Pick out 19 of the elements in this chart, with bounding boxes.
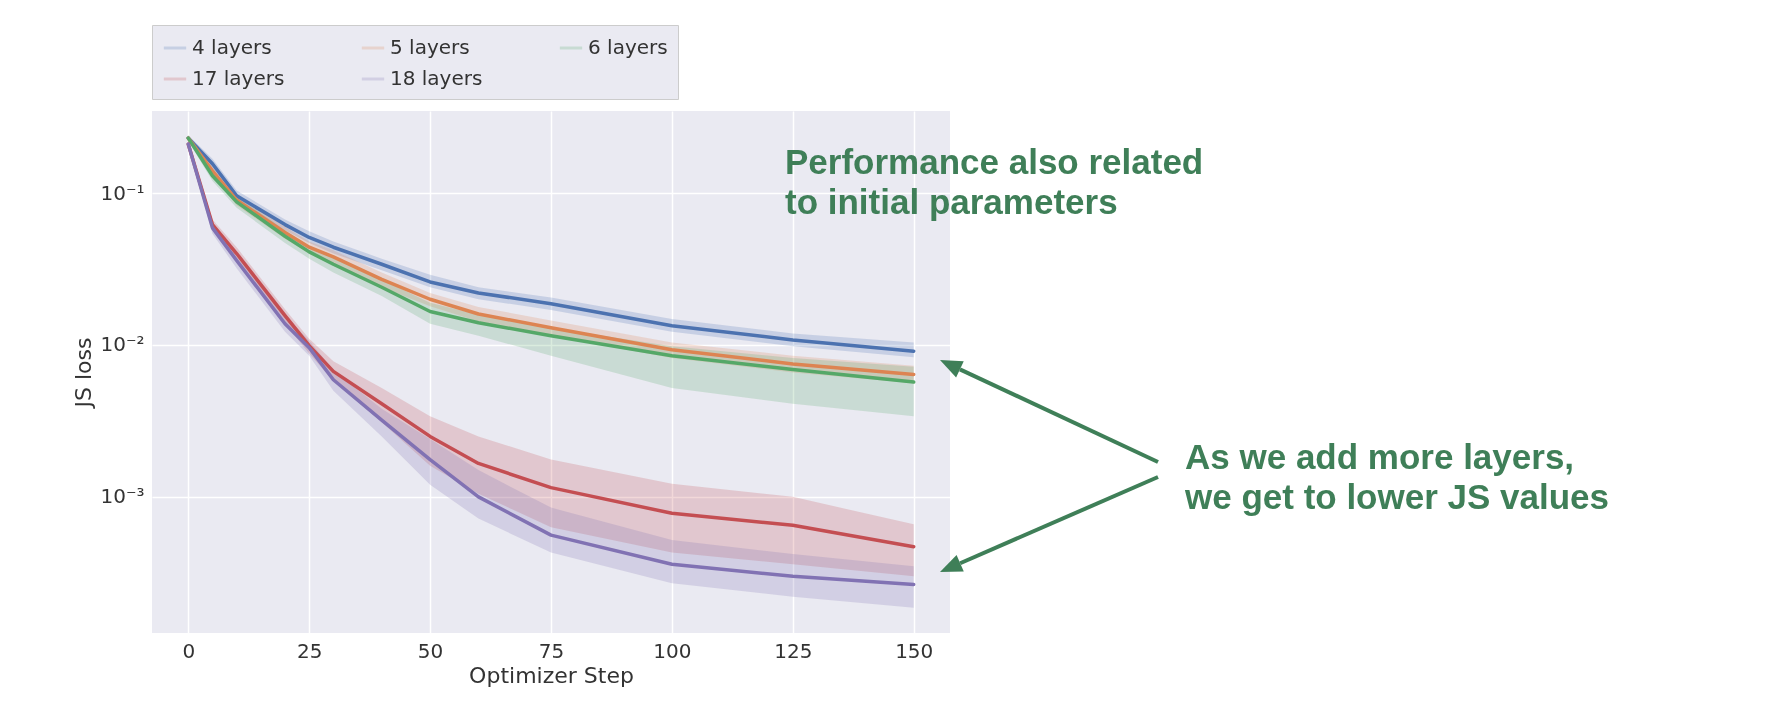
annotation: Performance also related to initial parameters [785,142,1204,222]
legend-label: 5 layers [390,35,470,59]
x-tick-label: 100 [653,638,692,663]
y-tick-label: 10⁻³ [100,484,145,509]
x-tick-label: 125 [774,638,813,663]
x-tick-label: 75 [538,638,565,663]
x-axis-title: Optimizer Step [469,662,634,688]
text: As we add more layers, we get to lower JS values [1185,437,1610,517]
legend-label: 18 layers [390,66,483,90]
legend-label: 6 layers [588,35,668,59]
x-tick-label: 25 [296,638,323,663]
x-tick-label: 0 [182,638,196,663]
y-axis-title: JS loss [71,337,97,410]
legend-label: 4 layers [192,35,272,59]
x-tick-label: 150 [895,638,934,663]
y-tick-label: 10⁻² [100,332,145,357]
legend-label: 17 layers [192,66,285,90]
x-tick-label: 50 [417,638,444,663]
y-tick-label: 10⁻¹ [100,180,145,205]
